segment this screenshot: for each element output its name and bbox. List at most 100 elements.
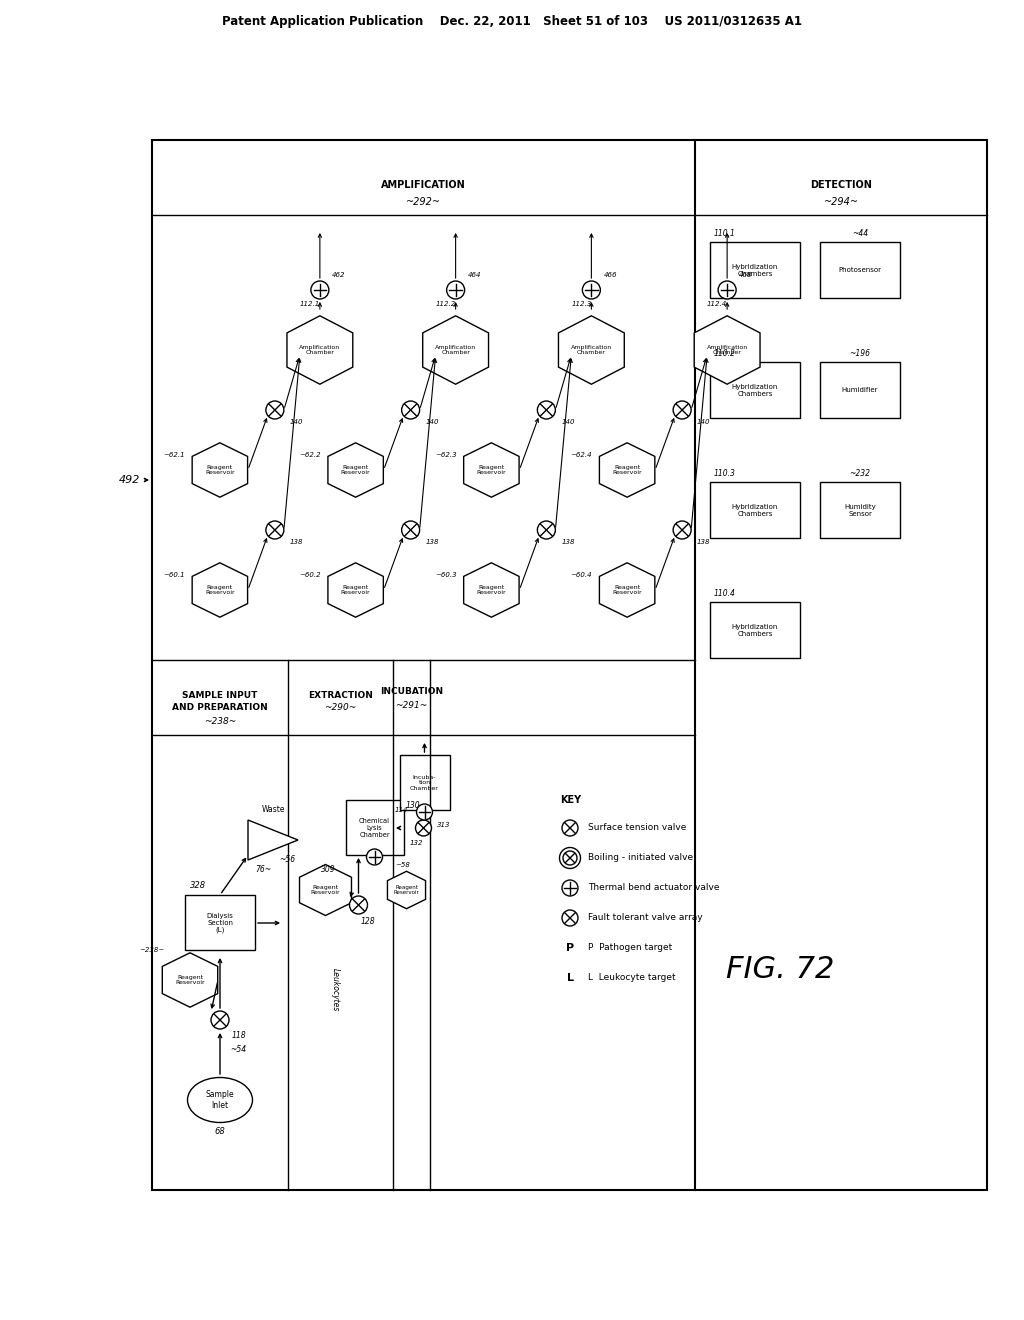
Circle shape: [446, 281, 465, 300]
Text: 110.1: 110.1: [714, 230, 736, 239]
Text: FIG. 72: FIG. 72: [726, 956, 835, 985]
Text: EXTRACTION: EXTRACTION: [308, 690, 373, 700]
Text: Hybridization
Chambers: Hybridization Chambers: [732, 384, 778, 396]
Text: Boiling - initiated valve: Boiling - initiated valve: [588, 854, 693, 862]
Text: Reagent
Reservoir: Reagent Reservoir: [341, 585, 371, 595]
Text: Reagent
Reservoir: Reagent Reservoir: [341, 465, 371, 475]
Circle shape: [367, 849, 383, 865]
Text: Amplification
Chamber: Amplification Chamber: [707, 345, 748, 355]
Text: Hybridization
Chambers: Hybridization Chambers: [732, 503, 778, 516]
Polygon shape: [694, 315, 760, 384]
Bar: [820, 362, 900, 418]
Text: Humidity
Sensor: Humidity Sensor: [844, 503, 876, 516]
Text: 466: 466: [603, 272, 616, 279]
Text: Reagent
Reservoir: Reagent Reservoir: [612, 585, 642, 595]
Text: Sample
Inlet: Sample Inlet: [206, 1090, 234, 1110]
Text: ~294~: ~294~: [823, 197, 858, 207]
Polygon shape: [423, 315, 488, 384]
Circle shape: [563, 851, 577, 865]
Text: Reagent
Reservoir: Reagent Reservoir: [205, 465, 234, 475]
Bar: [710, 602, 800, 657]
Text: 462: 462: [332, 272, 345, 279]
Circle shape: [673, 521, 691, 539]
Text: 110.2: 110.2: [714, 350, 736, 359]
Text: 110.3: 110.3: [714, 470, 736, 479]
Text: 140: 140: [290, 418, 303, 425]
Text: Reagent
Reservoir: Reagent Reservoir: [310, 884, 340, 895]
Bar: [710, 482, 800, 539]
Text: 492: 492: [119, 475, 140, 484]
Text: 464: 464: [468, 272, 481, 279]
Text: L  Leukocyte target: L Leukocyte target: [588, 974, 676, 982]
Text: AMPLIFICATION: AMPLIFICATION: [381, 180, 466, 190]
Circle shape: [416, 820, 431, 836]
Text: ~291~: ~291~: [395, 701, 428, 710]
Text: ~60.4: ~60.4: [570, 572, 592, 578]
Text: P: P: [566, 942, 574, 953]
Text: AND PREPARATION: AND PREPARATION: [172, 704, 268, 713]
Text: DETECTION: DETECTION: [810, 180, 872, 190]
Text: Dialysis
Section
(L): Dialysis Section (L): [207, 912, 233, 933]
Text: P  Pathogen target: P Pathogen target: [588, 944, 672, 953]
Polygon shape: [599, 442, 654, 498]
Text: 68: 68: [215, 1127, 225, 1137]
Text: 112.1: 112.1: [300, 301, 319, 308]
Text: Hybridization
Chambers: Hybridization Chambers: [732, 623, 778, 636]
Text: 110.4: 110.4: [714, 590, 736, 598]
Text: 112.4: 112.4: [707, 301, 727, 308]
Text: Humidifier: Humidifier: [842, 387, 879, 393]
Circle shape: [401, 521, 420, 539]
Text: Reagent
Reservoir: Reagent Reservoir: [476, 465, 506, 475]
Text: 138: 138: [426, 539, 439, 545]
Text: 132: 132: [410, 840, 423, 846]
Text: 138: 138: [290, 539, 303, 545]
Text: ~60.3: ~60.3: [435, 572, 457, 578]
Text: Fault tolerant valve array: Fault tolerant valve array: [588, 913, 702, 923]
Text: 328: 328: [190, 880, 206, 890]
Text: 118: 118: [232, 1031, 247, 1040]
Text: ~62.1: ~62.1: [163, 451, 185, 458]
Text: 313: 313: [436, 822, 450, 828]
Text: 112.2: 112.2: [435, 301, 456, 308]
Text: Reagent
Reservoir: Reagent Reservoir: [476, 585, 506, 595]
Text: 140: 140: [561, 418, 574, 425]
Polygon shape: [464, 442, 519, 498]
Text: 140: 140: [697, 418, 711, 425]
Polygon shape: [193, 442, 248, 498]
Text: ~54: ~54: [230, 1045, 246, 1055]
Polygon shape: [328, 442, 383, 498]
Text: Incuba-
tion
Chamber: Incuba- tion Chamber: [410, 775, 439, 791]
Text: Leukocytes: Leukocytes: [331, 969, 340, 1011]
Text: 76~: 76~: [255, 866, 271, 874]
Circle shape: [583, 281, 600, 300]
Text: ~62.3: ~62.3: [435, 451, 457, 458]
Circle shape: [538, 401, 555, 418]
Circle shape: [266, 401, 284, 418]
Polygon shape: [162, 953, 218, 1007]
Circle shape: [538, 521, 555, 539]
Circle shape: [211, 1011, 229, 1030]
Polygon shape: [387, 871, 426, 908]
Text: Amplification
Chamber: Amplification Chamber: [435, 345, 476, 355]
Bar: [710, 362, 800, 418]
Bar: [710, 242, 800, 298]
Circle shape: [673, 401, 691, 418]
Bar: [820, 482, 900, 539]
Text: Thermal bend actuator valve: Thermal bend actuator valve: [588, 883, 720, 892]
Text: Surface tension valve: Surface tension valve: [588, 824, 686, 833]
Text: ~60.1: ~60.1: [163, 572, 185, 578]
Text: 138: 138: [697, 539, 711, 545]
Polygon shape: [464, 562, 519, 618]
Text: 309: 309: [321, 866, 336, 874]
Circle shape: [266, 521, 284, 539]
Text: SAMPLE INPUT: SAMPLE INPUT: [182, 690, 258, 700]
Text: 130: 130: [406, 800, 420, 809]
Polygon shape: [558, 315, 625, 384]
Text: ~44: ~44: [852, 230, 868, 239]
Polygon shape: [328, 562, 383, 618]
Polygon shape: [599, 562, 654, 618]
Circle shape: [718, 281, 736, 300]
Text: 138: 138: [561, 539, 574, 545]
Text: ~62.2: ~62.2: [299, 451, 321, 458]
Text: Patent Application Publication    Dec. 22, 2011   Sheet 51 of 103    US 2011/031: Patent Application Publication Dec. 22, …: [222, 16, 802, 29]
